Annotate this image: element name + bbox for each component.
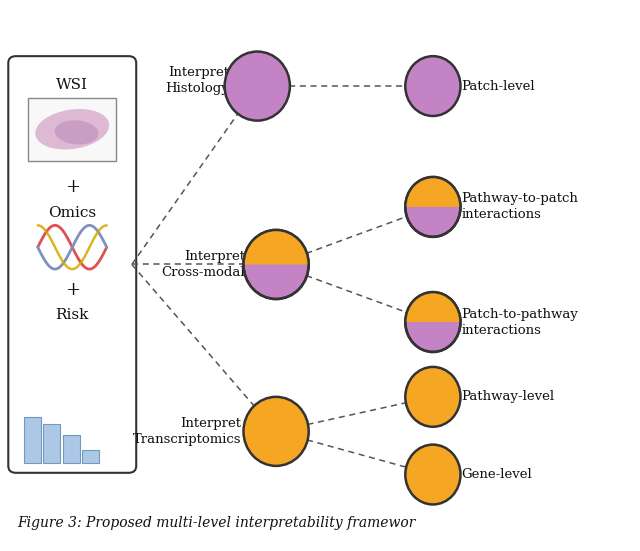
Text: Interpret
Cross-modal: Interpret Cross-modal xyxy=(161,250,244,279)
Text: Patch-level: Patch-level xyxy=(461,79,535,93)
Text: +: + xyxy=(65,178,80,196)
Text: Interpret
Histology: Interpret Histology xyxy=(165,66,229,95)
Text: Pathway-to-patch
interactions: Pathway-to-patch interactions xyxy=(461,192,578,222)
Bar xyxy=(63,435,80,463)
Ellipse shape xyxy=(405,56,461,116)
PathPatch shape xyxy=(243,230,308,264)
Ellipse shape xyxy=(225,52,290,121)
Ellipse shape xyxy=(243,397,308,466)
Text: Patch-to-pathway
interactions: Patch-to-pathway interactions xyxy=(461,307,578,337)
FancyBboxPatch shape xyxy=(28,98,116,161)
Text: Figure 3: Proposed multi-level interpretability framewor: Figure 3: Proposed multi-level interpret… xyxy=(18,516,416,531)
Ellipse shape xyxy=(405,292,461,352)
Bar xyxy=(83,450,99,463)
Ellipse shape xyxy=(55,120,99,144)
Ellipse shape xyxy=(35,109,109,149)
Text: Pathway-level: Pathway-level xyxy=(461,390,554,403)
Text: Risk: Risk xyxy=(56,308,89,322)
Text: Gene-level: Gene-level xyxy=(461,468,532,481)
Ellipse shape xyxy=(405,367,461,427)
PathPatch shape xyxy=(405,292,461,322)
PathPatch shape xyxy=(405,177,461,207)
Ellipse shape xyxy=(405,445,461,505)
Ellipse shape xyxy=(405,177,461,237)
Text: Interpret
Transcriptomics: Interpret Transcriptomics xyxy=(133,417,242,446)
Ellipse shape xyxy=(243,230,308,299)
Text: WSI: WSI xyxy=(56,78,88,92)
Bar xyxy=(44,424,60,463)
Text: +: + xyxy=(65,282,80,299)
Bar xyxy=(24,417,41,463)
Text: Omics: Omics xyxy=(48,206,96,220)
FancyBboxPatch shape xyxy=(8,56,136,473)
